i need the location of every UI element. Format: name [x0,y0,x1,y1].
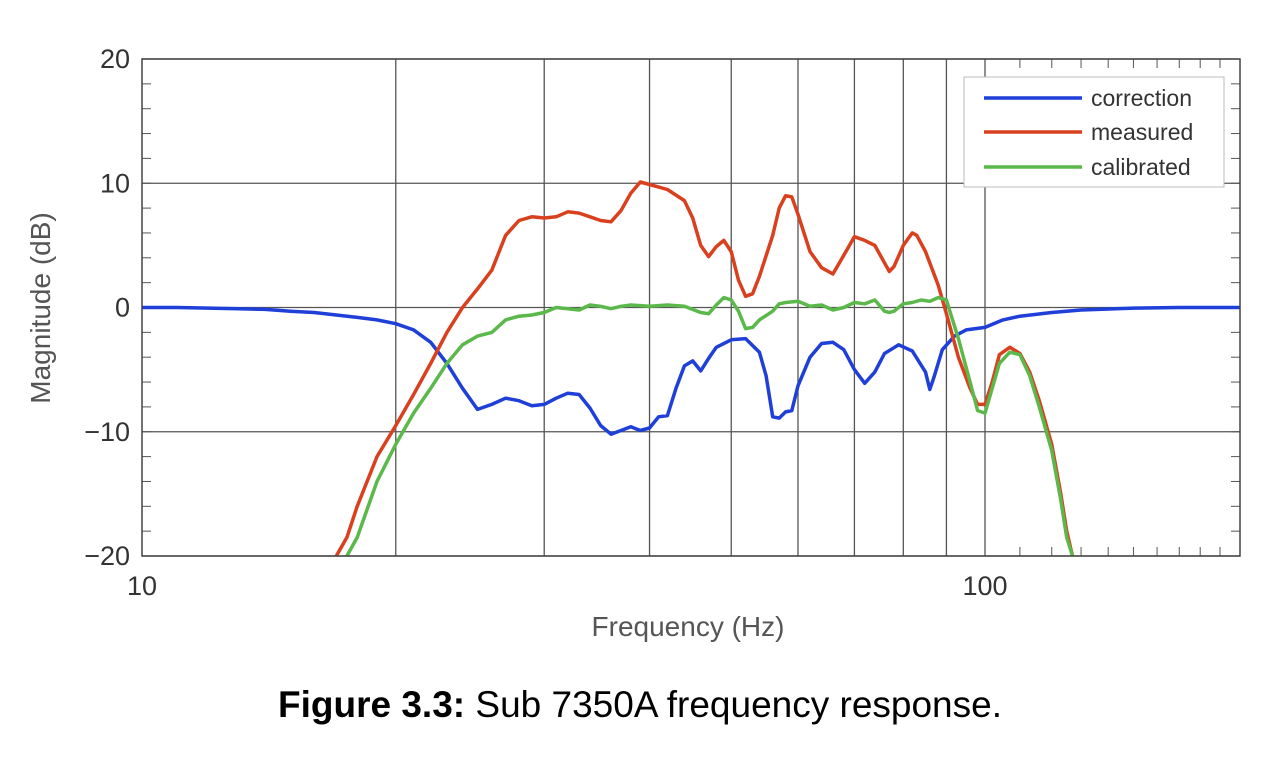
y-tick-label: 0 [115,293,130,323]
legend-label-correction: correction [1091,85,1192,111]
caption-label: Figure 3.3: [278,684,466,725]
legend-label-calibrated: calibrated [1091,154,1191,180]
y-tick-label: 20 [100,44,130,74]
caption-text: Sub 7350A frequency response. [465,684,1002,725]
series-line-correction [142,305,1240,436]
plot-frame [141,58,1241,557]
series-lines [142,180,1240,556]
y-axis-label: Magnitude (dB) [25,212,56,403]
y-tick-label: −20 [84,541,130,571]
y-tick-label: −10 [84,417,130,447]
x-axis-label: Frequency (Hz) [592,611,785,642]
series-line-calibrated [345,295,1075,556]
legend: correction measured calibrated [963,76,1225,188]
figure-caption: Figure 3.3: Sub 7350A frequency response… [0,684,1280,726]
legend-label-measured: measured [1091,119,1193,145]
x-tick-label: 10 [127,571,157,601]
x-tick-label: 100 [962,571,1007,601]
y-tick-label: 10 [100,168,130,198]
